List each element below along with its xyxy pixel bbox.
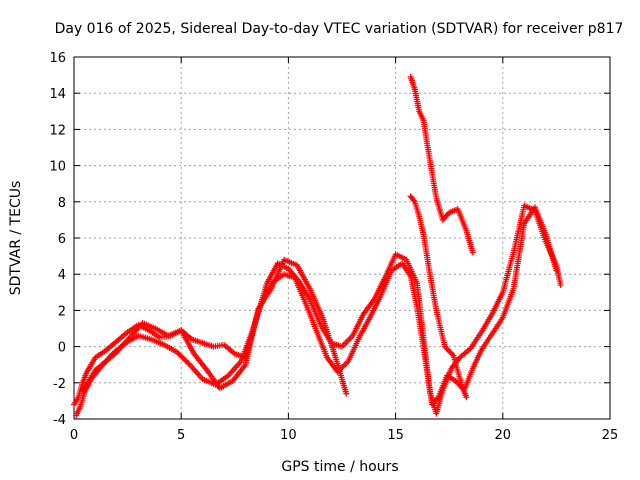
data-point [343,390,350,397]
data-point [183,358,190,365]
data-point [178,353,185,360]
series-track-e [407,193,470,401]
x-axis-label: GPS time / hours [281,459,398,475]
y-tick-label: -4 [53,413,66,428]
y-tick-label: 4 [58,268,66,283]
y-tick-label: 10 [49,160,66,175]
y-tick-label: 2 [58,304,66,319]
x-tick-label: 25 [602,428,619,443]
y-axis-label: SDTVAR / TECUs [8,181,24,296]
data-point [463,394,470,401]
data-point [179,354,186,361]
y-tick-label: 16 [49,51,66,66]
series-track-d [407,73,476,256]
y-tick-label: 12 [49,123,66,138]
x-tick-label: 10 [280,428,297,443]
axis-ticks: 0 5 10 15 20 25 -4 -2 0 2 4 6 8 10 12 14 16 [49,51,618,443]
x-tick-label: 5 [177,428,185,443]
y-tick-label: -2 [53,377,66,392]
data-point [176,351,183,358]
series-track-c [79,256,350,397]
data-point [182,357,189,364]
y-tick-label: 6 [58,232,66,247]
y-tick-label: 8 [58,196,66,211]
y-tick-label: 14 [49,87,66,102]
y-tick-label: 0 [58,341,66,356]
data-point [469,249,476,256]
x-tick-label: 20 [495,428,512,443]
data-marks [71,73,564,419]
x-tick-label: 15 [387,428,404,443]
data-point [557,282,564,289]
data-point [553,267,560,274]
data-point [410,197,417,204]
chart-title: Day 016 of 2025, Sidereal Day-to-day VTE… [55,21,624,37]
x-tick-label: 0 [70,428,78,443]
data-point [185,360,192,367]
data-point [181,356,188,363]
